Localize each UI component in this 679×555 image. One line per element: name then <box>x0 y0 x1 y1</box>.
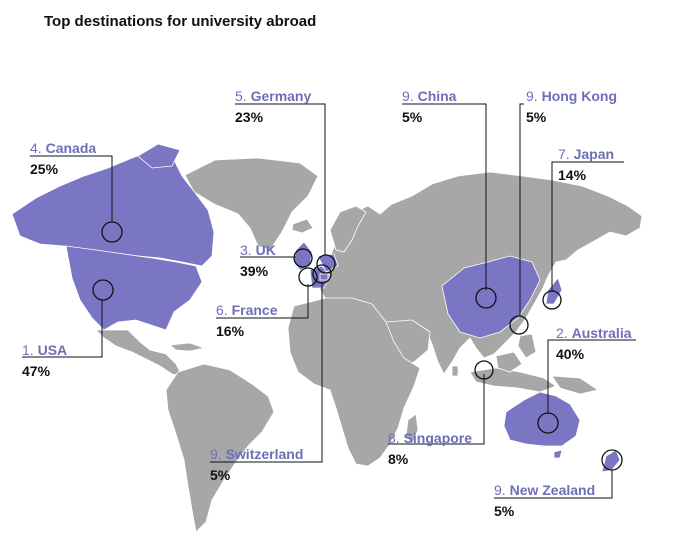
philippines <box>517 333 537 359</box>
ring-australia <box>537 412 559 434</box>
country-new-zealand <box>601 449 621 473</box>
new-guinea <box>551 375 600 395</box>
southeast-asia-islands <box>469 367 557 393</box>
borneo <box>495 351 523 373</box>
iceland <box>291 218 314 234</box>
mexico-central-america <box>95 329 183 377</box>
ring-hongkong <box>509 315 529 335</box>
ring-france <box>298 267 318 287</box>
label-singapore: 8. Singapore 8% <box>388 430 473 467</box>
sri-lanka <box>451 365 459 377</box>
ring-singapore <box>474 360 494 380</box>
leader-japan <box>551 161 624 292</box>
leader-germany <box>235 103 326 255</box>
country-usa <box>65 245 203 331</box>
leader-china <box>402 103 487 290</box>
leader-australia <box>547 339 636 414</box>
label-switzerland: 9. Switzerland 5% <box>210 446 304 483</box>
ring-china <box>475 287 497 309</box>
label-germany: 5. Germany 23% <box>235 88 312 125</box>
africa <box>287 297 421 467</box>
label-canada: 4. Canada 25% <box>30 140 97 177</box>
label-uk: 3. UK 39% <box>240 242 276 279</box>
leader-usa <box>22 300 103 358</box>
country-switzerland <box>319 273 329 281</box>
country-canada-arctic <box>137 143 181 169</box>
location-rings <box>92 221 623 471</box>
ring-germany <box>316 254 336 274</box>
ring-canada <box>101 221 123 243</box>
map-title: Top destinations for university abroad <box>44 13 317 30</box>
leader-singapore <box>388 374 485 445</box>
caribbean <box>169 342 206 352</box>
label-hong-kong: 9. Hong Kong 5% <box>526 88 617 125</box>
leader-new-zealand <box>494 470 613 499</box>
label-usa: 1. USA 47% <box>22 342 68 379</box>
ring-japan <box>542 290 562 310</box>
leader-canada <box>30 155 113 222</box>
label-new-zealand: 9. New Zealand 5% <box>494 482 596 519</box>
ring-uk <box>293 248 313 268</box>
label-france: 6. France 16% <box>216 302 278 339</box>
leader-switzerland <box>210 282 323 463</box>
label-japan: 7. Japan 14% <box>558 146 615 183</box>
highlighted-countries <box>11 143 621 473</box>
label-china: 9. China 5% <box>402 88 457 125</box>
leader-france <box>216 284 309 319</box>
scandinavia <box>329 205 367 253</box>
ring-new-zealand <box>601 449 623 471</box>
madagascar <box>405 413 419 445</box>
ring-usa <box>92 279 114 301</box>
country-australia <box>503 391 581 447</box>
south-america <box>165 363 275 533</box>
leader-lines <box>22 103 636 499</box>
leader-hongkong <box>519 103 524 316</box>
country-china <box>441 255 541 339</box>
ring-switzerland <box>312 264 332 284</box>
greenland <box>184 157 319 251</box>
country-uk <box>293 241 313 271</box>
country-australia-tasmania <box>553 449 563 459</box>
label-australia: 2. Australia 40% <box>556 325 632 362</box>
